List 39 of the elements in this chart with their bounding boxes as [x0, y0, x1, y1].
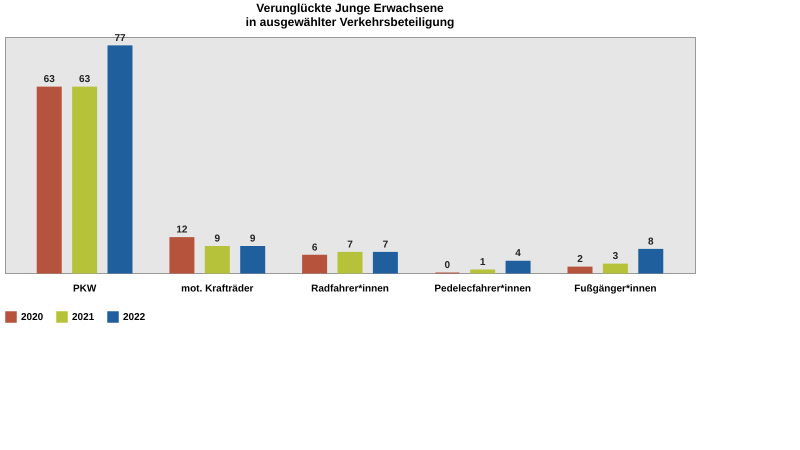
- bar: [338, 252, 362, 274]
- data-label: 4: [515, 248, 522, 260]
- x-tick-label: mot. Krafträder: [181, 284, 254, 294]
- bar: [470, 270, 496, 274]
- data-label: 7: [382, 239, 389, 250]
- bar: [602, 264, 628, 274]
- data-label: 9: [250, 233, 256, 244]
- x-tick-label: Pedelecfahrer*innen: [434, 284, 532, 294]
- bar: [506, 260, 531, 274]
- data-label: 3: [612, 251, 619, 262]
- bar: [240, 246, 266, 274]
- data-label: 8: [648, 236, 654, 248]
- data-label: 63: [79, 74, 91, 86]
- x-tick-label: Radfahrer*innen: [311, 284, 389, 294]
- bar: [302, 254, 328, 274]
- x-tick-label: PKW: [72, 284, 97, 294]
- data-label: 9: [214, 233, 221, 244]
- legend-label: 2021: [72, 312, 95, 323]
- bar: [568, 266, 592, 274]
- data-label: 77: [114, 32, 126, 44]
- text: Verunglückte Junge Erwachsene: [256, 0, 444, 15]
- bar: [36, 86, 62, 274]
- bar: [372, 252, 398, 274]
- data-label: 12: [176, 224, 188, 236]
- data-label: 2: [577, 254, 584, 266]
- data-label: 7: [347, 239, 354, 250]
- bar: [169, 237, 194, 274]
- legend-label: 2022: [123, 312, 146, 323]
- bar: [204, 246, 230, 274]
- x-tick-label: Fußgänger*innen: [574, 284, 656, 294]
- bar: [108, 45, 132, 274]
- text: in ausgewählter Verkehrsbeteiligung: [246, 14, 454, 29]
- legend-label: 2020: [21, 312, 44, 323]
- bar: [638, 248, 664, 274]
- data-label: 63: [44, 74, 56, 86]
- data-label: 1: [480, 257, 486, 268]
- data-label: 0: [444, 260, 451, 271]
- data-label: 6: [312, 242, 318, 254]
- bar: [72, 86, 98, 274]
